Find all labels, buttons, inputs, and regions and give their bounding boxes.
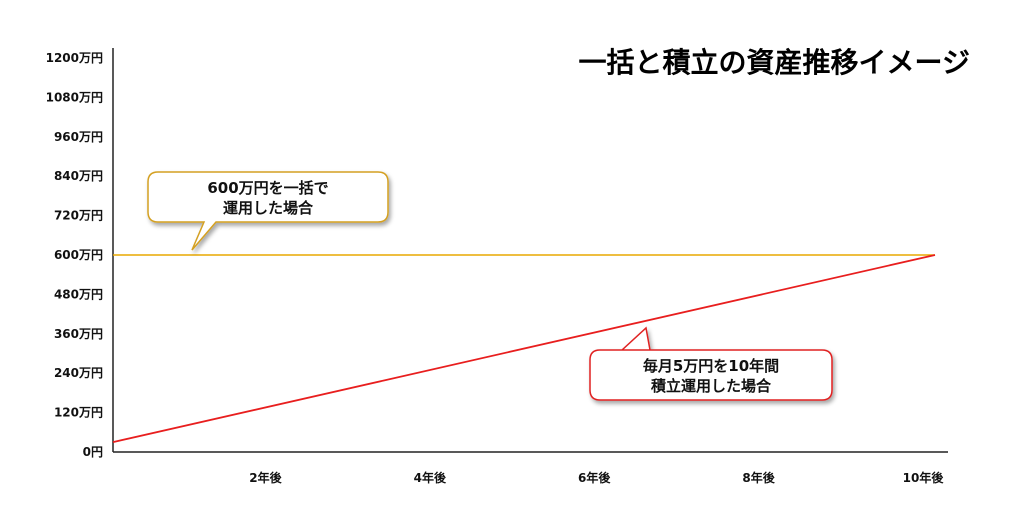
y-tick-label: 1200万円: [46, 51, 103, 65]
y-tick-label: 600万円: [54, 248, 103, 262]
series-layer: [112, 254, 936, 444]
y-tick-label: 840万円: [54, 169, 103, 183]
y-tick-label: 960万円: [54, 130, 103, 144]
y-tick-label: 120万円: [54, 406, 103, 420]
chart-title: 一括と積立の資産推移イメージ: [579, 46, 970, 79]
callout-accumulation-line-1: 毎月5万円を10年間: [643, 357, 779, 375]
callout-lump-sum-line-2: 運用した場合: [223, 199, 314, 217]
y-tick-label: 240万円: [54, 366, 103, 380]
y-axis-ticks: 0円 120万円 240万円 360万円 480万円 600万円 720万円 840万円 960…: [46, 51, 103, 459]
x-tick-label: 6年後: [578, 470, 611, 485]
callout-lump-sum-line-1: 600万円を一括で: [207, 179, 328, 197]
y-tick-label: 0円: [83, 445, 103, 459]
callout-accumulation: [589, 326, 833, 401]
y-tick-label: 480万円: [54, 287, 103, 301]
callout-lump-sum-bubble: [147, 171, 389, 251]
callout-accumulation-bubble: [589, 326, 833, 401]
y-tick-label: 1080万円: [46, 90, 103, 104]
x-tick-label: 4年後: [414, 470, 447, 485]
x-tick-label: 8年後: [742, 470, 775, 485]
x-tick-label: 2年後: [249, 470, 282, 485]
x-axis-ticks: 2年後 4年後 6年後 8年後 10年後: [249, 470, 944, 485]
y-tick-label: 360万円: [54, 327, 103, 341]
y-tick-label: 720万円: [54, 209, 103, 223]
series-line-accumulation: [112, 254, 936, 444]
callout-lump-sum: [147, 171, 389, 251]
x-tick-label: 10年後: [903, 470, 945, 485]
callout-accumulation-line-2: 積立運用した場合: [650, 377, 772, 395]
